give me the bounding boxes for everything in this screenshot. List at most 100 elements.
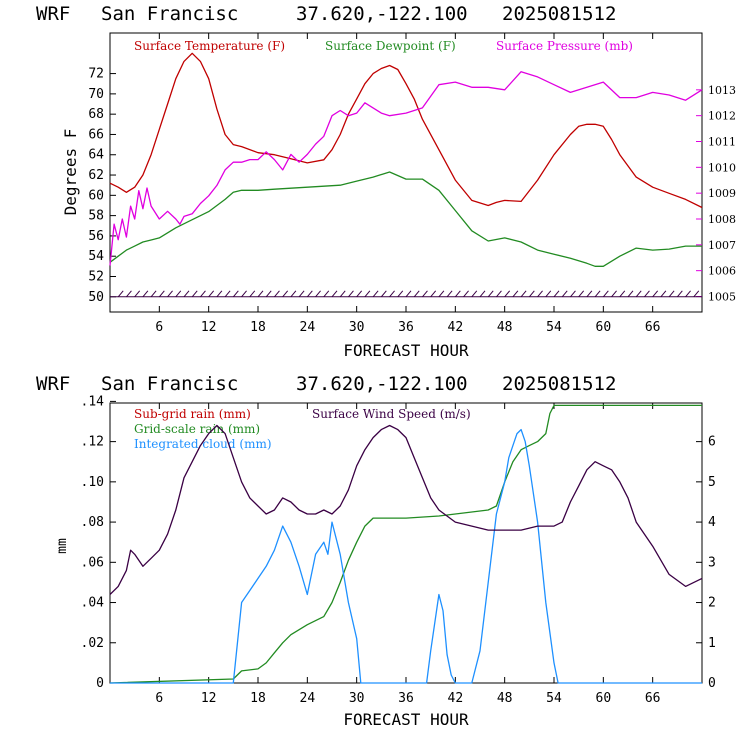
legend-pressure: Surface Pressure (mb) — [496, 39, 633, 53]
top-y2tick-label: 1012 — [708, 110, 736, 123]
wind-barb — [422, 290, 428, 298]
bottom-series-surface-wind-speed-m-s — [109, 424, 703, 595]
bottom-ytick-label: .08 — [81, 515, 104, 530]
wind-barb — [619, 290, 626, 298]
bottom-xtick-label: 42 — [448, 691, 464, 706]
bottom-xtick-label: 54 — [546, 691, 562, 706]
wind-barb — [389, 290, 395, 298]
wind-barb — [512, 290, 519, 298]
wind-barb — [504, 290, 511, 298]
wind-barb — [356, 290, 363, 298]
wind-barb — [380, 290, 387, 298]
bottom-ytick-label: .04 — [81, 596, 105, 611]
top-series-group — [109, 52, 703, 267]
top-y2tick-label: 1010 — [708, 161, 736, 174]
top-ytick-label: 68 — [88, 107, 104, 122]
wind-barb — [306, 290, 313, 298]
top-x-axis-title: FORECAST HOUR — [343, 341, 469, 360]
wind-barb — [183, 290, 190, 298]
wind-barb — [693, 290, 700, 298]
wind-barb — [602, 290, 609, 298]
top-header-model: WRF — [36, 3, 70, 25]
bottom-xtick-label: 18 — [250, 691, 266, 706]
wind-barb — [364, 290, 371, 298]
wind-barb — [553, 290, 560, 298]
wind-barb — [339, 290, 346, 298]
bottom-series-group — [109, 404, 703, 684]
wind-barb — [282, 290, 289, 298]
wind-barb — [652, 290, 659, 298]
wind-barb — [561, 290, 568, 298]
top-xtick-label: 42 — [448, 320, 464, 335]
top-xtick-label: 30 — [349, 320, 365, 335]
top-y-axis-ticks: 50 52 54 56 58 60 62 64 66 68 70 72 — [88, 67, 116, 305]
bottom-y-axis-title: mm — [55, 538, 70, 554]
top-series-surface-dewpoint-f — [109, 171, 702, 267]
legend-temperature: Surface Temperature (F) — [134, 39, 285, 53]
wind-barb — [257, 290, 264, 298]
bottom-xtick-label: 30 — [349, 691, 365, 706]
wind-barb — [611, 290, 617, 298]
wind-barb — [315, 290, 321, 298]
top-xtick-label: 48 — [497, 320, 513, 335]
bottom-ytick-label: .12 — [81, 435, 104, 450]
bottom-ytick-label: .14 — [81, 394, 105, 409]
bottom-xtick-label: 66 — [645, 691, 661, 706]
top-ytick-label: 52 — [88, 269, 104, 284]
bottom-y-axis-ticks: 0 .02 .04 .06 .08 .10 .12 .14 — [81, 394, 116, 691]
bottom-xtick-label: 6 — [155, 691, 163, 706]
wind-barb — [323, 290, 330, 298]
legend-gridscale-rain: Grid-scale rain (mm) — [134, 422, 260, 436]
top-chart-legend: Surface Temperature (F) Surface Dewpoint… — [134, 39, 633, 53]
wind-barb — [676, 290, 683, 298]
wind-barb — [644, 290, 650, 298]
top-ytick-label: 50 — [88, 290, 104, 305]
wind-barb — [668, 290, 675, 298]
top-header-run: 2025081512 — [502, 3, 616, 25]
wind-barb — [200, 290, 206, 298]
bottom-y2tick-label: 6 — [708, 435, 716, 450]
bottom-ytick-label: 0 — [96, 676, 104, 691]
bottom-x-axis-title: FORECAST HOUR — [343, 710, 469, 729]
top-ytick-label: 54 — [88, 249, 104, 264]
wind-barb — [446, 290, 453, 298]
top-xtick-label: 60 — [596, 320, 612, 335]
top-ytick-label: 56 — [88, 229, 104, 244]
bottom-x-axis-ticks: 6 12 18 24 30 36 42 48 54 60 66 — [155, 403, 660, 706]
wind-barb — [479, 290, 486, 298]
wind-barb — [578, 290, 585, 298]
wind-barb — [430, 290, 437, 298]
top-y2tick-label: 1006 — [708, 265, 736, 278]
bottom-y2tick-label: 3 — [708, 555, 716, 570]
wind-barb — [405, 290, 412, 298]
bottom-xtick-label: 12 — [201, 691, 217, 706]
wind-barb — [537, 290, 543, 298]
top-y2tick-label: 1011 — [708, 136, 736, 149]
wind-barb — [167, 290, 173, 298]
wind-barb — [265, 290, 272, 298]
wind-barb — [496, 290, 502, 298]
wind-barb — [216, 290, 223, 298]
bottom-header-model: WRF — [36, 373, 70, 395]
wind-barb — [594, 290, 601, 298]
wind-barb — [454, 290, 461, 298]
wind-barb — [545, 290, 552, 298]
bottom-chart-legend: Sub-grid rain (mm) Grid-scale rain (mm) … — [134, 407, 471, 451]
top-y2tick-label: 1005 — [708, 291, 736, 304]
top-xtick-label: 12 — [201, 320, 217, 335]
wind-barb — [274, 290, 280, 298]
bottom-ytick-label: .02 — [81, 636, 104, 651]
legend-dewpoint: Surface Dewpoint (F) — [325, 39, 456, 53]
wind-barb — [331, 290, 338, 298]
top-y2tick-label: 1009 — [708, 187, 736, 200]
wind-barb — [348, 290, 354, 298]
top-ytick-label: 70 — [88, 87, 104, 102]
top-xtick-label: 6 — [155, 320, 163, 335]
wind-barb — [570, 290, 576, 298]
wind-barb — [685, 290, 691, 298]
wind-barbs — [110, 290, 702, 298]
bottom-xtick-label: 36 — [398, 691, 414, 706]
bottom-y2-axis-ticks: 0 1 2 3 4 5 6 — [696, 435, 716, 691]
wind-barb — [142, 290, 149, 298]
